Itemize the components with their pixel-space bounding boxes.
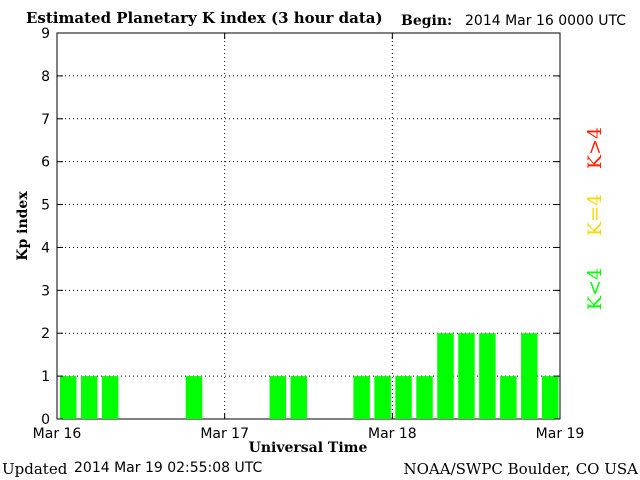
legend-item-high: K>4 [584, 127, 606, 169]
begin-value: 2014 Mar 16 0000 UTC [465, 13, 627, 29]
x-tick-label: Mar 17 [200, 426, 249, 442]
legend-item-low: K<4 [584, 268, 606, 310]
y-tick-label: 7 [41, 112, 50, 128]
kp-bar [353, 376, 370, 419]
y-tick-label: 3 [41, 283, 50, 299]
kp-bar [395, 376, 412, 419]
x-ticks: Mar 16 Mar 17 Mar 18 Mar 19 [33, 33, 585, 442]
chart-title: Estimated Planetary K index (3 hour data… [26, 9, 383, 27]
legend-item-equal: K=4 [584, 194, 606, 236]
x-tick-label: Mar 19 [536, 426, 585, 442]
y-tick-label: 1 [41, 369, 50, 385]
begin-label: Begin: [401, 13, 453, 29]
y-tick-label: 8 [41, 69, 50, 85]
kp-bar [80, 376, 98, 419]
kp-bar [458, 333, 475, 419]
grid-lines [57, 33, 560, 419]
y-tick-label: 5 [41, 198, 50, 214]
y-tick-label: 9 [41, 26, 50, 42]
kp-bar [437, 333, 454, 419]
kp-bar [416, 376, 433, 419]
kp-bar [479, 333, 496, 419]
updated-timestamp: 2014 Mar 19 02:55:08 UTC [74, 460, 263, 476]
legend: K>4 K=4 K<4 [584, 127, 606, 310]
y-tick-label: 2 [41, 326, 50, 342]
kp-bar [101, 376, 119, 419]
credit-text: NOAA/SWPC Boulder, CO USA [403, 460, 638, 478]
kp-bar [60, 376, 77, 419]
y-tick-label: 0 [41, 412, 50, 428]
updated-label: Updated [2, 460, 68, 478]
kp-bar [185, 376, 203, 419]
kp-bar [542, 376, 559, 419]
y-axis-title: Kp index [15, 191, 31, 261]
x-tick-label: Mar 18 [368, 426, 417, 442]
bars [60, 333, 559, 419]
kp-bar [521, 333, 538, 419]
y-tick-label: 4 [41, 240, 50, 256]
kp-bar [269, 376, 287, 419]
x-axis-title: Universal Time [249, 440, 368, 456]
plot-frame [56, 32, 561, 420]
kp-bar [374, 376, 391, 419]
kp-bar [500, 376, 517, 419]
kp-bar [290, 376, 307, 419]
y-tick-label: 6 [41, 155, 50, 171]
y-ticks: 0 1 2 3 4 5 6 7 8 9 [41, 26, 560, 428]
x-tick-label: Mar 16 [33, 426, 82, 442]
